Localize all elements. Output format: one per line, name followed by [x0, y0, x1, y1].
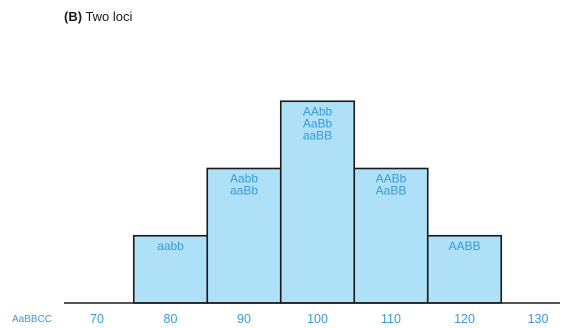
bar-genotype-label: AaBB	[376, 184, 407, 198]
bar-80	[132, 234, 209, 304]
tick-labels: 70 80 90 100 110 120 130	[90, 312, 548, 326]
x-tick-label: 120	[454, 312, 475, 326]
bar-genotype-label: Aabb	[230, 172, 258, 186]
x-tick-label: 130	[528, 312, 549, 326]
bar-genotype-label: AaBb	[303, 116, 333, 130]
bar-genotype-label: aabb	[157, 239, 184, 253]
bar-genotype-label: AAbb	[303, 104, 333, 118]
x-tick-label: 110	[381, 312, 401, 326]
panel-title-text: Two loci	[85, 9, 133, 24]
x-tick-label: 100	[307, 312, 328, 326]
x-tick-label: 70	[90, 312, 104, 326]
bar-100	[279, 100, 356, 304]
bar-genotype-label: AABB	[448, 239, 480, 253]
x-tick-label: 80	[164, 312, 178, 326]
bar-110	[353, 167, 429, 304]
bar-120	[426, 234, 503, 304]
row-label: AaBBCC	[12, 314, 52, 325]
bar-genotype-label: AABb	[376, 172, 407, 186]
x-tick-label: 90	[237, 312, 251, 326]
panel-letter: (B)	[64, 9, 83, 24]
panel-title: (B) Two loci	[64, 9, 132, 24]
bar-genotype-label: aaBB	[303, 128, 332, 142]
bar-genotype-label: aaBb	[230, 184, 258, 198]
